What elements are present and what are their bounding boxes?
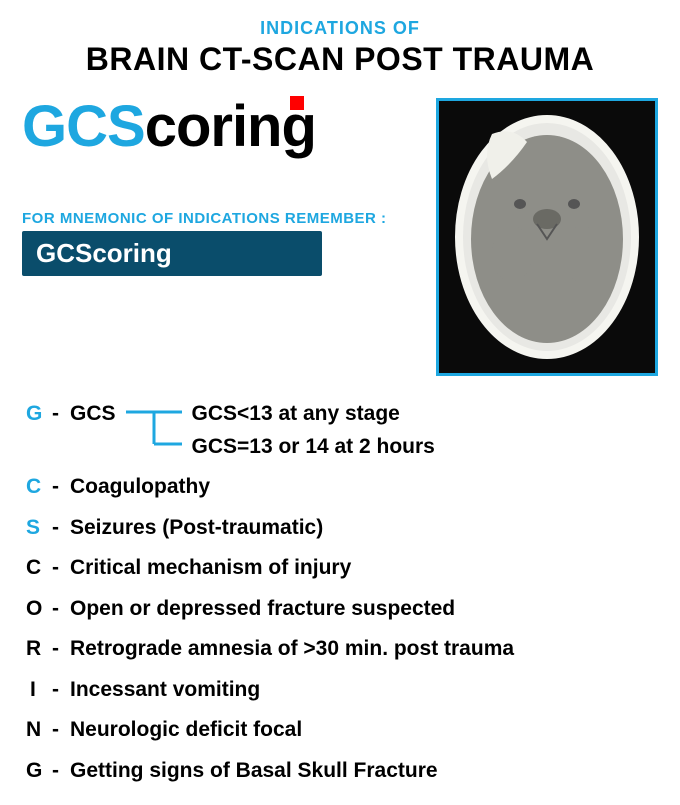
mnemonic-row: C-Coagulopathy bbox=[26, 471, 654, 504]
mnemonic-badge: GCScoring bbox=[22, 231, 322, 276]
logo-blue-part: GCS bbox=[22, 94, 145, 159]
mnemonic-letter: O bbox=[26, 593, 52, 626]
hero-section: GCScoring FOR MNEMONIC OF INDICATIONS RE… bbox=[22, 98, 658, 376]
dash: - bbox=[52, 593, 70, 626]
mnemonic-text: Seizures (Post-traumatic) bbox=[70, 512, 654, 545]
mnemonic-letter: G bbox=[26, 398, 52, 431]
gcs-label: GCS bbox=[70, 398, 116, 431]
mnemonic-text: Getting signs of Basal Skull Fracture bbox=[70, 755, 654, 788]
mnemonic-text: Neurologic deficit focal bbox=[70, 714, 654, 747]
dash: - bbox=[52, 714, 70, 747]
ct-scan-image bbox=[436, 98, 658, 376]
mnemonic-letter: C bbox=[26, 552, 52, 585]
mnemonic-row: G-Getting signs of Basal Skull Fracture bbox=[26, 755, 654, 788]
mnemonic-row: O-Open or depressed fracture suspected bbox=[26, 593, 654, 626]
mnemonic-row: R-Retrograde amnesia of >30 min. post tr… bbox=[26, 633, 654, 666]
mnemonic-text: Incessant vomiting bbox=[70, 674, 654, 707]
mnemonic-text: Critical mechanism of injury bbox=[70, 552, 654, 585]
hero-left: GCScoring FOR MNEMONIC OF INDICATIONS RE… bbox=[22, 98, 418, 276]
mnemonic-list: G-GCSGCS<13 at any stageGCS=13 or 14 at … bbox=[22, 398, 658, 787]
dash: - bbox=[52, 552, 70, 585]
infographic-page: INDICATIONS OF BRAIN CT-SCAN POST TRAUMA… bbox=[0, 0, 680, 805]
gcs-wrap: GCS GCS<13 at any stageGCS=13 or 14 at 2 … bbox=[70, 398, 654, 463]
mnemonic-letter: N bbox=[26, 714, 52, 747]
red-square-icon bbox=[290, 96, 304, 110]
mnemonic-letter: C bbox=[26, 471, 52, 504]
mnemonic-row: G-GCS GCS<13 at any stageGCS=13 or 14 at … bbox=[26, 398, 654, 463]
mnemonic-letter: I bbox=[26, 674, 52, 707]
mnemonic-text: Coagulopathy bbox=[70, 471, 654, 504]
dash: - bbox=[52, 471, 70, 504]
mnemonic-text: Open or depressed fracture suspected bbox=[70, 593, 654, 626]
mnemonic-label: FOR MNEMONIC OF INDICATIONS REMEMBER : bbox=[22, 210, 418, 227]
dash: - bbox=[52, 512, 70, 545]
mnemonic-letter: G bbox=[26, 755, 52, 788]
mnemonic-row: C-Critical mechanism of injury bbox=[26, 552, 654, 585]
bracket-icon bbox=[124, 398, 184, 458]
dash: - bbox=[52, 674, 70, 707]
dash: - bbox=[52, 755, 70, 788]
mnemonic-text: Retrograde amnesia of >30 min. post trau… bbox=[70, 633, 654, 666]
mnemonic-letter: S bbox=[26, 512, 52, 545]
mnemonic-letter: R bbox=[26, 633, 52, 666]
gcs-subline: GCS=13 or 14 at 2 hours bbox=[192, 431, 435, 464]
mnemonic-row: S-Seizures (Post-traumatic) bbox=[26, 512, 654, 545]
logo-text: GCScoring bbox=[22, 98, 418, 156]
main-title: BRAIN CT-SCAN POST TRAUMA bbox=[22, 41, 658, 78]
gcs-subline: GCS<13 at any stage bbox=[192, 398, 435, 431]
mnemonic-row: I-Incessant vomiting bbox=[26, 674, 654, 707]
dash: - bbox=[52, 633, 70, 666]
mnemonic-row: N-Neurologic deficit focal bbox=[26, 714, 654, 747]
dash: - bbox=[52, 398, 70, 431]
overline-text: INDICATIONS OF bbox=[22, 18, 658, 39]
brain-scan-icon bbox=[442, 104, 652, 370]
gcs-sublines: GCS<13 at any stageGCS=13 or 14 at 2 hou… bbox=[192, 398, 435, 463]
